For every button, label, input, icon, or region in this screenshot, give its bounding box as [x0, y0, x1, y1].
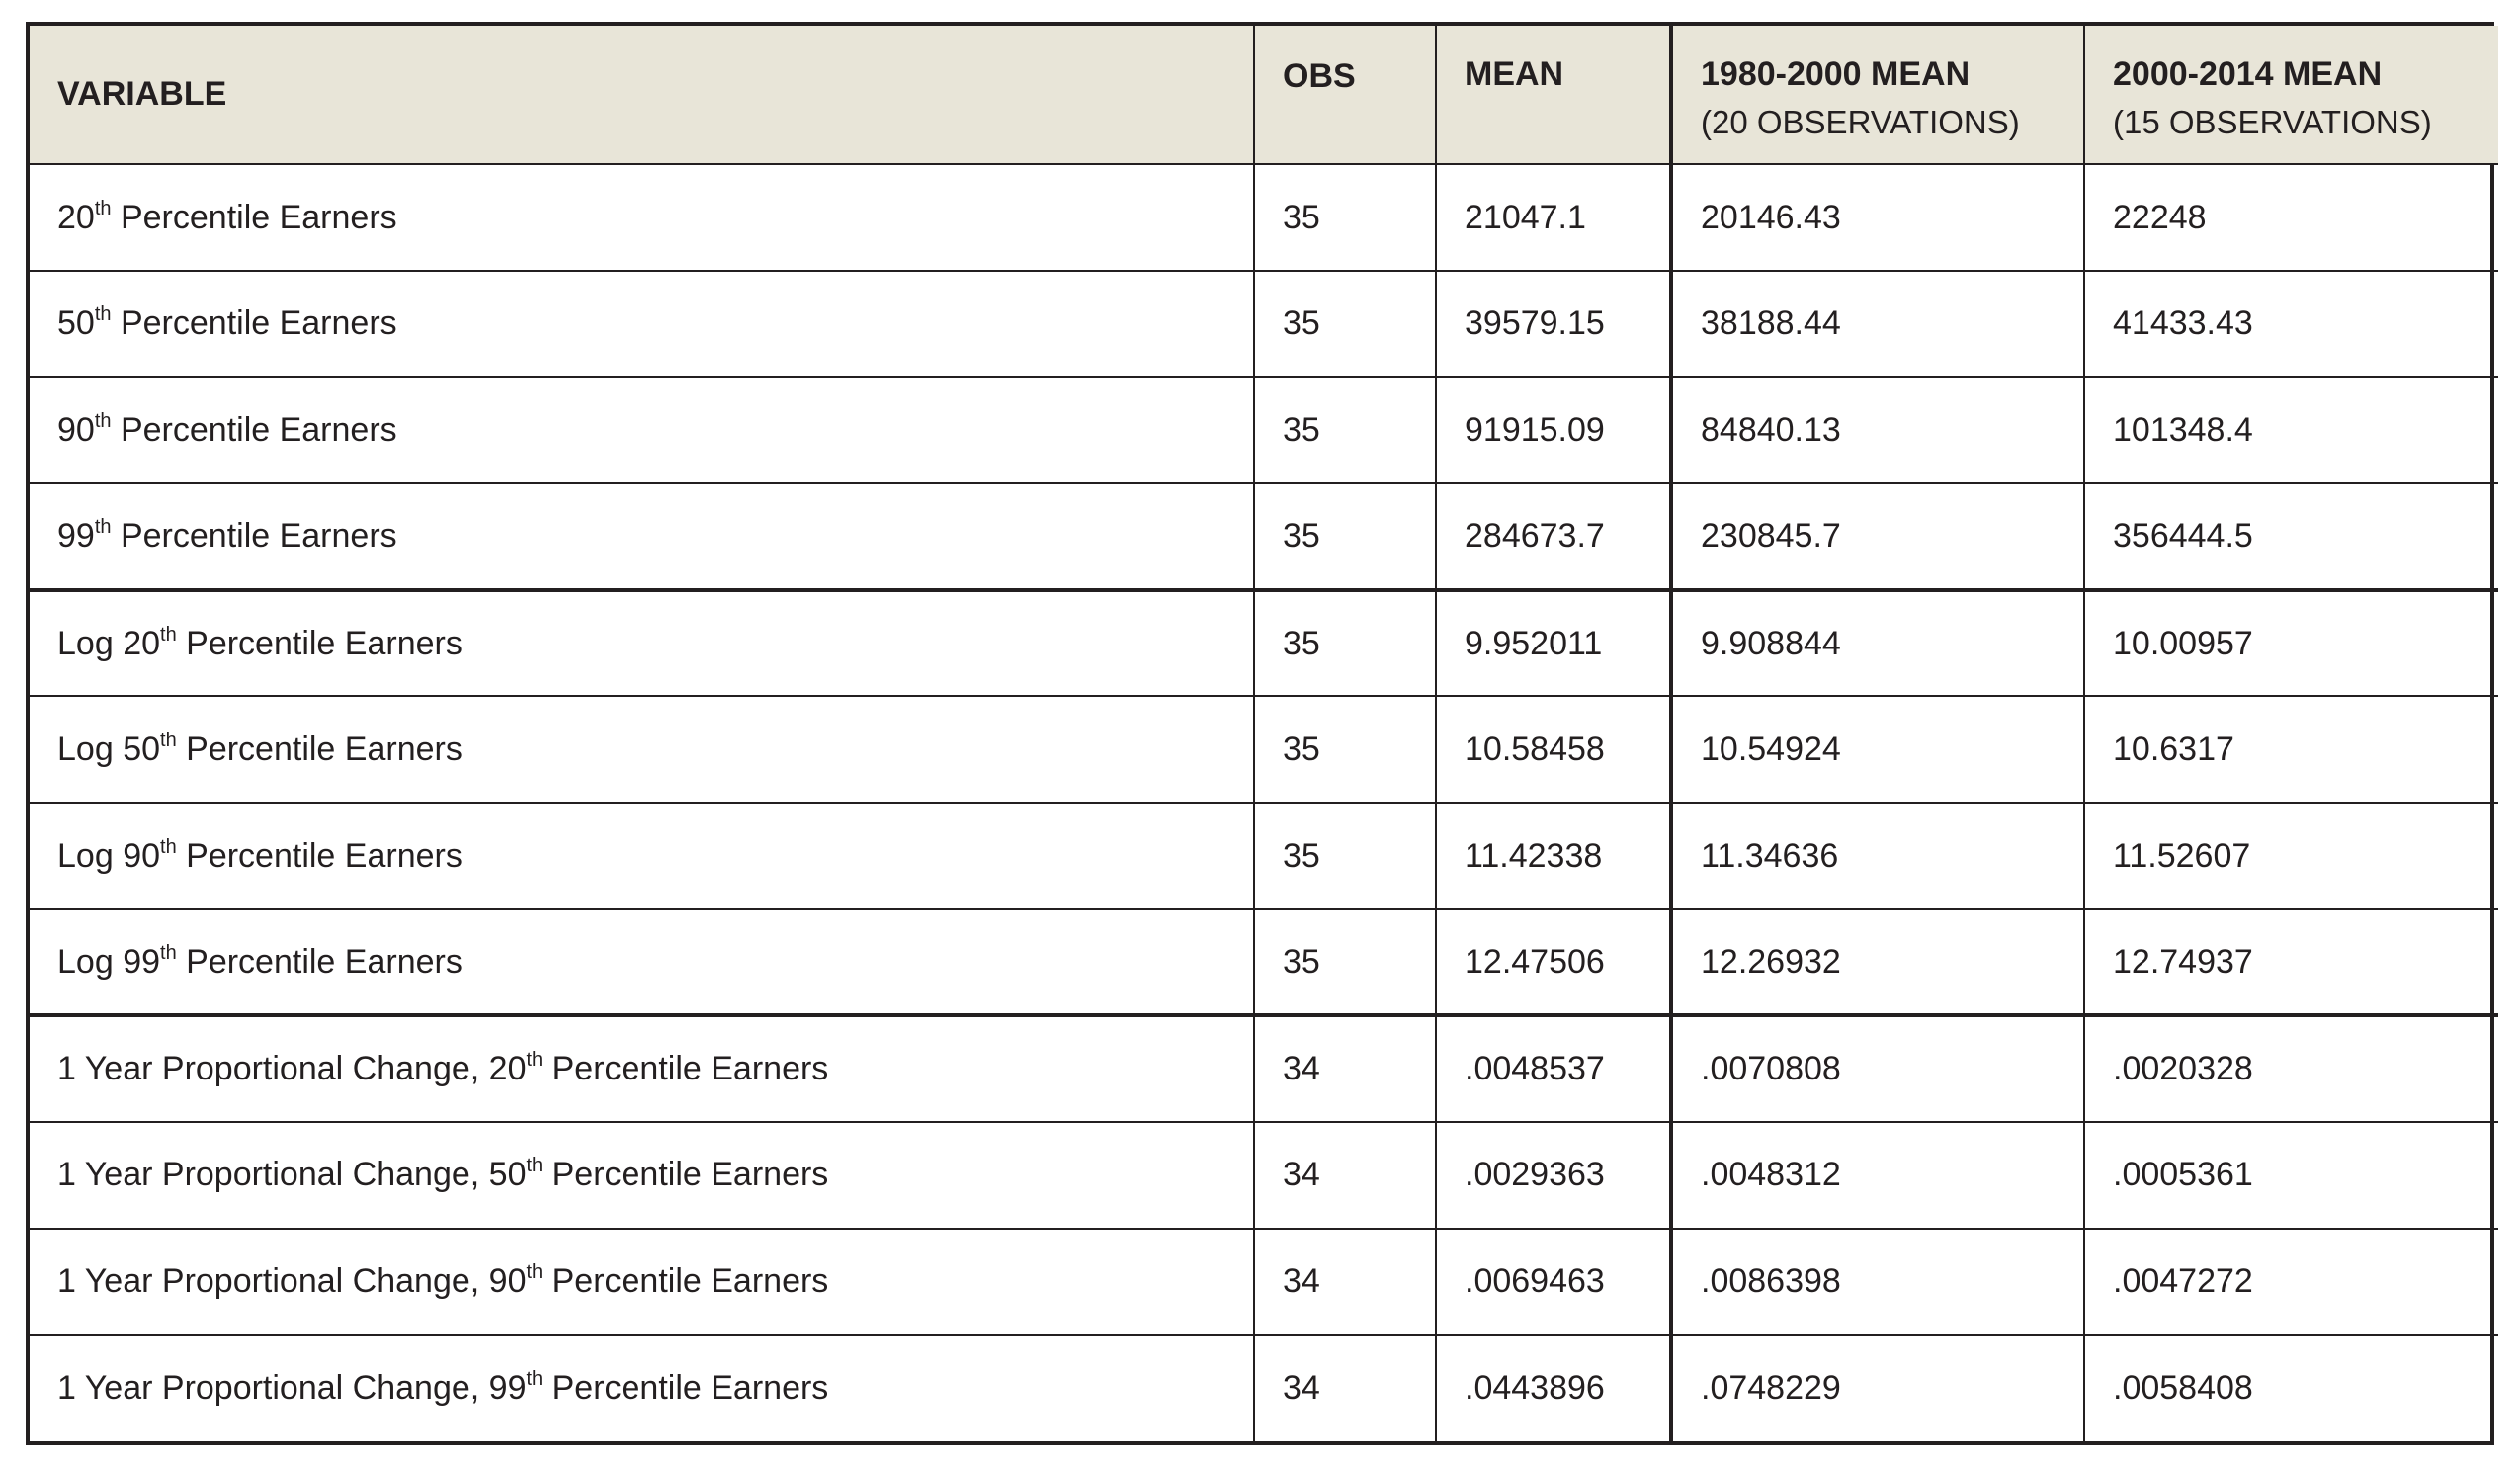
variable-cell: 1 Year Proportional Change, 99th Percent… [30, 1334, 1255, 1441]
mean-cell: 9.952011 [1435, 587, 1672, 698]
mean-cell: 12.47506 [1435, 907, 1672, 1017]
summary-statistics-table-frame: VARIABLE OBS MEAN 1980-2000 MEAN (20 OBS… [26, 22, 2498, 1445]
header-obs: OBS [1253, 26, 1437, 165]
mean-2000-2014-cell: 22248 [2083, 163, 2498, 272]
header-mean-2000-2014-label: 2000-2014 MEAN [2113, 55, 2383, 93]
obs-cell: 35 [1253, 907, 1437, 1017]
table-header: VARIABLE OBS MEAN 1980-2000 MEAN (20 OBS… [30, 26, 2498, 165]
variable-cell: 50th Percentile Earners [30, 269, 1255, 379]
mean-2000-2014-cell: 101348.4 [2083, 376, 2498, 484]
table-row: 50th Percentile Earners 35 39579.15 3818… [30, 269, 2498, 379]
variable-cell: 1 Year Proportional Change, 50th Percent… [30, 1120, 1255, 1230]
obs-cell: 35 [1253, 587, 1437, 698]
mean-1980-2000-cell: 12.26932 [1669, 907, 2085, 1017]
obs-cell: 35 [1253, 801, 1437, 910]
mean-2000-2014-cell: .0047272 [2083, 1227, 2498, 1337]
table-row: Log 90th Percentile Earners 35 11.42338 … [30, 801, 2498, 910]
obs-cell: 35 [1253, 163, 1437, 272]
table-row: 1 Year Proportional Change, 20th Percent… [30, 1013, 2498, 1123]
mean-1980-2000-cell: 38188.44 [1669, 269, 2085, 379]
mean-2000-2014-cell: .0005361 [2083, 1120, 2498, 1230]
variable-cell: Log 20th Percentile Earners [30, 587, 1255, 698]
mean-cell: 21047.1 [1435, 163, 1672, 272]
header-mean: MEAN [1435, 26, 1672, 165]
variable-cell: 1 Year Proportional Change, 90th Percent… [30, 1227, 1255, 1337]
mean-2000-2014-cell: 10.6317 [2083, 695, 2498, 804]
mean-cell: .0443896 [1435, 1334, 1672, 1441]
mean-1980-2000-cell: 20146.43 [1669, 163, 2085, 272]
mean-1980-2000-cell: 230845.7 [1669, 481, 2085, 591]
header-variable: VARIABLE [30, 26, 1255, 165]
table-body: 20th Percentile Earners 35 21047.1 20146… [30, 163, 2498, 1441]
header-mean-1980-2000-label: 1980-2000 MEAN [1701, 55, 1971, 93]
mean-2000-2014-cell: 12.74937 [2083, 907, 2498, 1017]
mean-cell: .0069463 [1435, 1227, 1672, 1337]
mean-cell: 91915.09 [1435, 376, 1672, 484]
mean-2000-2014-cell: .0058408 [2083, 1334, 2498, 1441]
summary-statistics-table: VARIABLE OBS MEAN 1980-2000 MEAN (20 OBS… [30, 26, 2498, 1441]
mean-cell: 284673.7 [1435, 481, 1672, 591]
mean-1980-2000-cell: .0748229 [1669, 1334, 2085, 1441]
mean-2000-2014-cell: 10.00957 [2083, 587, 2498, 698]
variable-cell: 99th Percentile Earners [30, 481, 1255, 591]
obs-cell: 35 [1253, 269, 1437, 379]
mean-cell: .0048537 [1435, 1013, 1672, 1123]
mean-1980-2000-cell: 10.54924 [1669, 695, 2085, 804]
variable-cell: Log 90th Percentile Earners [30, 801, 1255, 910]
mean-2000-2014-cell: .0020328 [2083, 1013, 2498, 1123]
mean-2000-2014-cell: 41433.43 [2083, 269, 2498, 379]
header-mean-1980-2000-sub: (20 OBSERVATIONS) [1701, 103, 2020, 140]
table-row: 1 Year Proportional Change, 50th Percent… [30, 1120, 2498, 1230]
obs-cell: 34 [1253, 1013, 1437, 1123]
table-row: 99th Percentile Earners 35 284673.7 2308… [30, 481, 2498, 591]
table-row: Log 50th Percentile Earners 35 10.58458 … [30, 695, 2498, 804]
mean-1980-2000-cell: 9.908844 [1669, 587, 2085, 698]
header-mean-2000-2014: 2000-2014 MEAN (15 OBSERVATIONS) [2083, 26, 2498, 165]
header-mean-2000-2014-sub: (15 OBSERVATIONS) [2113, 103, 2432, 140]
obs-cell: 34 [1253, 1227, 1437, 1337]
mean-cell: 10.58458 [1435, 695, 1672, 804]
obs-cell: 34 [1253, 1334, 1437, 1441]
mean-1980-2000-cell: 11.34636 [1669, 801, 2085, 910]
mean-1980-2000-cell: .0070808 [1669, 1013, 2085, 1123]
obs-cell: 35 [1253, 481, 1437, 591]
header-row: VARIABLE OBS MEAN 1980-2000 MEAN (20 OBS… [30, 26, 2498, 165]
table-row: Log 99th Percentile Earners 35 12.47506 … [30, 907, 2498, 1017]
mean-1980-2000-cell: 84840.13 [1669, 376, 2085, 484]
variable-cell: 90th Percentile Earners [30, 376, 1255, 484]
mean-1980-2000-cell: .0048312 [1669, 1120, 2085, 1230]
obs-cell: 35 [1253, 376, 1437, 484]
variable-cell: Log 99th Percentile Earners [30, 907, 1255, 1017]
obs-cell: 34 [1253, 1120, 1437, 1230]
mean-cell: .0029363 [1435, 1120, 1672, 1230]
mean-2000-2014-cell: 11.52607 [2083, 801, 2498, 910]
mean-1980-2000-cell: .0086398 [1669, 1227, 2085, 1337]
mean-cell: 11.42338 [1435, 801, 1672, 910]
obs-cell: 35 [1253, 695, 1437, 804]
table-row: 1 Year Proportional Change, 99th Percent… [30, 1334, 2498, 1441]
table-row: 20th Percentile Earners 35 21047.1 20146… [30, 163, 2498, 272]
variable-cell: 1 Year Proportional Change, 20th Percent… [30, 1013, 1255, 1123]
mean-cell: 39579.15 [1435, 269, 1672, 379]
table-row: 90th Percentile Earners 35 91915.09 8484… [30, 376, 2498, 484]
variable-cell: 20th Percentile Earners [30, 163, 1255, 272]
header-mean-1980-2000: 1980-2000 MEAN (20 OBSERVATIONS) [1669, 26, 2085, 165]
variable-cell: Log 50th Percentile Earners [30, 695, 1255, 804]
mean-2000-2014-cell: 356444.5 [2083, 481, 2498, 591]
table-row: 1 Year Proportional Change, 90th Percent… [30, 1227, 2498, 1337]
table-row: Log 20th Percentile Earners 35 9.952011 … [30, 587, 2498, 698]
